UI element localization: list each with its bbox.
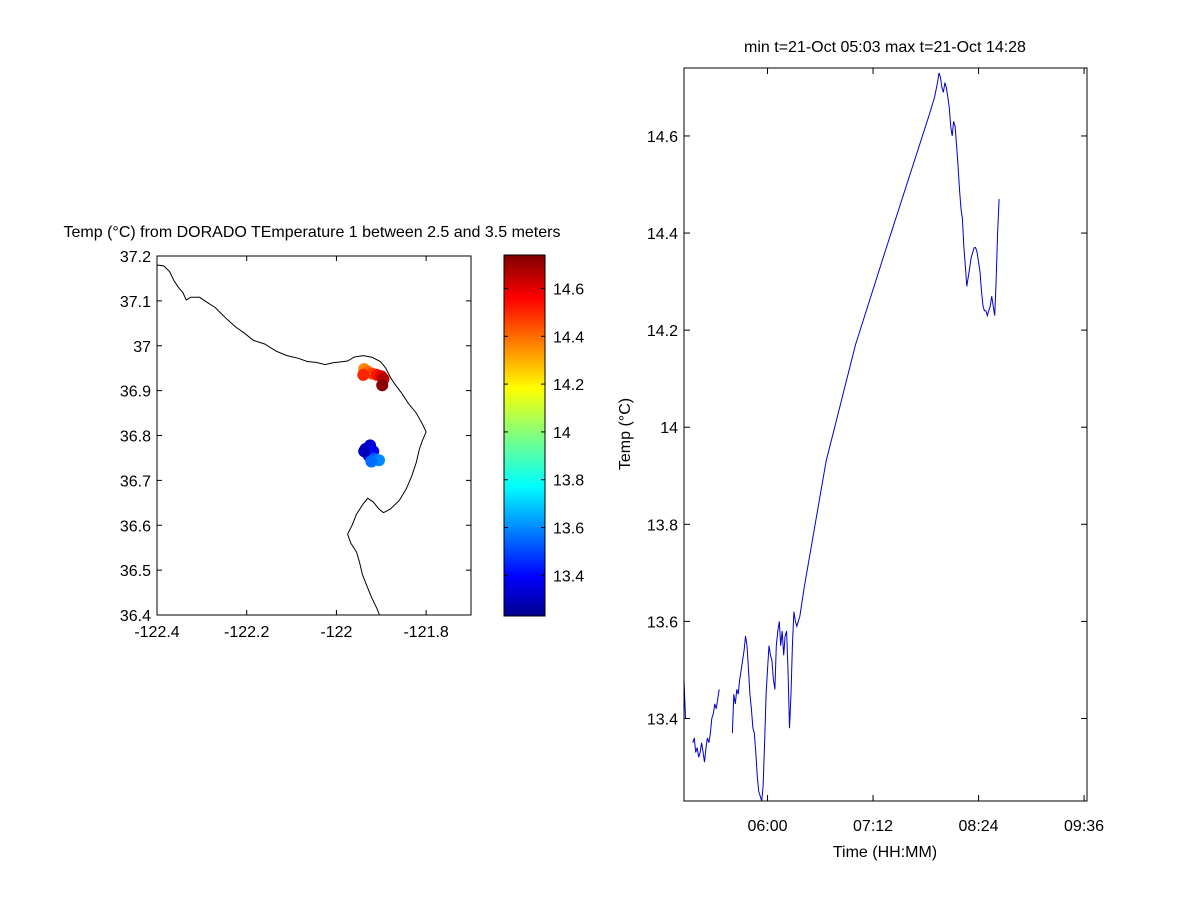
colorbar-gradient bbox=[503, 254, 546, 617]
colorbar-tick-label: 13.8 bbox=[553, 473, 584, 490]
ts-y-tick-label: 13.6 bbox=[647, 614, 678, 631]
colorbar-tick-label: 14.2 bbox=[553, 377, 584, 394]
map-y-tick-label: 36.4 bbox=[120, 608, 151, 625]
ts-y-tick-label: 13.4 bbox=[647, 711, 678, 728]
ts-x-tick-label: 07:12 bbox=[853, 818, 893, 835]
ts-y-tick-label: 14.4 bbox=[647, 226, 678, 243]
map-points-layer bbox=[357, 363, 390, 468]
map-y-tick-label: 36.8 bbox=[120, 429, 151, 446]
ts-y-tick-label: 14.2 bbox=[647, 323, 678, 340]
ts-y-tick-label: 14.6 bbox=[647, 129, 678, 146]
ts-x-tick-label: 08:24 bbox=[959, 818, 999, 835]
map-panel: Temp (°C) from DORADO TEmperature 1 betw… bbox=[64, 224, 561, 641]
map-y-tick-label: 36.5 bbox=[120, 563, 151, 580]
timeseries-y-axis: 13.4 13.6 13.8 14 14.2 14.4 14.6 bbox=[647, 129, 1087, 728]
map-x-tick-label: -122.2 bbox=[224, 624, 269, 641]
map-y-tick-label: 36.7 bbox=[120, 473, 151, 490]
colorbar: 13.4 13.6 13.8 14 14.2 14.4 14.6 bbox=[503, 254, 584, 617]
map-y-axis: 36.4 36.5 36.6 36.7 36.8 36.9 37 37.1 37.2 bbox=[120, 249, 471, 625]
map-x-tick-label: -122.4 bbox=[134, 624, 179, 641]
colorbar-tick-label: 13.4 bbox=[553, 568, 584, 585]
map-y-tick-label: 36.9 bbox=[120, 384, 151, 401]
ts-x-tick-label: 09:36 bbox=[1064, 818, 1104, 835]
timeseries-title: min t=21-Oct 05:03 max t=21-Oct 14:28 bbox=[744, 39, 1026, 56]
map-point bbox=[358, 445, 371, 458]
map-y-tick-label: 36.6 bbox=[120, 518, 151, 535]
map-x-axis: -122.4 -122.2 -122 -121.8 bbox=[134, 256, 449, 641]
map-coastline-layer bbox=[156, 264, 427, 616]
coastline-line bbox=[156, 264, 427, 616]
colorbar-tick-label: 14.6 bbox=[553, 281, 584, 298]
timeseries-line-layer bbox=[683, 72, 1000, 802]
timeseries-y-label: Temp (°C) bbox=[617, 398, 634, 470]
colorbar-ticks: 13.4 13.6 13.8 14 14.2 14.4 14.6 bbox=[504, 281, 584, 585]
timeseries-x-axis: 06:00 07:12 08:24 09:36 bbox=[748, 68, 1104, 835]
map-y-tick-label: 37 bbox=[133, 339, 151, 356]
map-y-tick-label: 37.1 bbox=[120, 294, 151, 311]
ts-y-tick-label: 13.8 bbox=[647, 517, 678, 534]
map-axes-frame bbox=[156, 255, 472, 616]
timeseries-x-label: Time (HH:MM) bbox=[833, 844, 937, 861]
series-line-segment bbox=[731, 72, 1000, 802]
map-title: Temp (°C) from DORADO TEmperature 1 betw… bbox=[64, 224, 561, 241]
ts-x-tick-label: 06:00 bbox=[748, 818, 788, 835]
series-line-segment bbox=[692, 689, 720, 763]
colorbar-tick-label: 14 bbox=[553, 425, 571, 442]
colorbar-tick-label: 14.4 bbox=[553, 329, 584, 346]
ts-y-tick-label: 14 bbox=[660, 420, 678, 437]
map-point bbox=[365, 455, 378, 468]
timeseries-axes-frame bbox=[683, 67, 1088, 802]
map-x-tick-label: -121.8 bbox=[403, 624, 448, 641]
timeseries-panel: min t=21-Oct 05:03 max t=21-Oct 14:28 06… bbox=[617, 39, 1104, 861]
map-y-tick-label: 37.2 bbox=[120, 249, 151, 266]
map-point bbox=[376, 379, 389, 392]
colorbar-tick-label: 13.6 bbox=[553, 521, 584, 538]
map-point bbox=[357, 368, 370, 381]
map-x-tick-label: -122 bbox=[320, 624, 352, 641]
